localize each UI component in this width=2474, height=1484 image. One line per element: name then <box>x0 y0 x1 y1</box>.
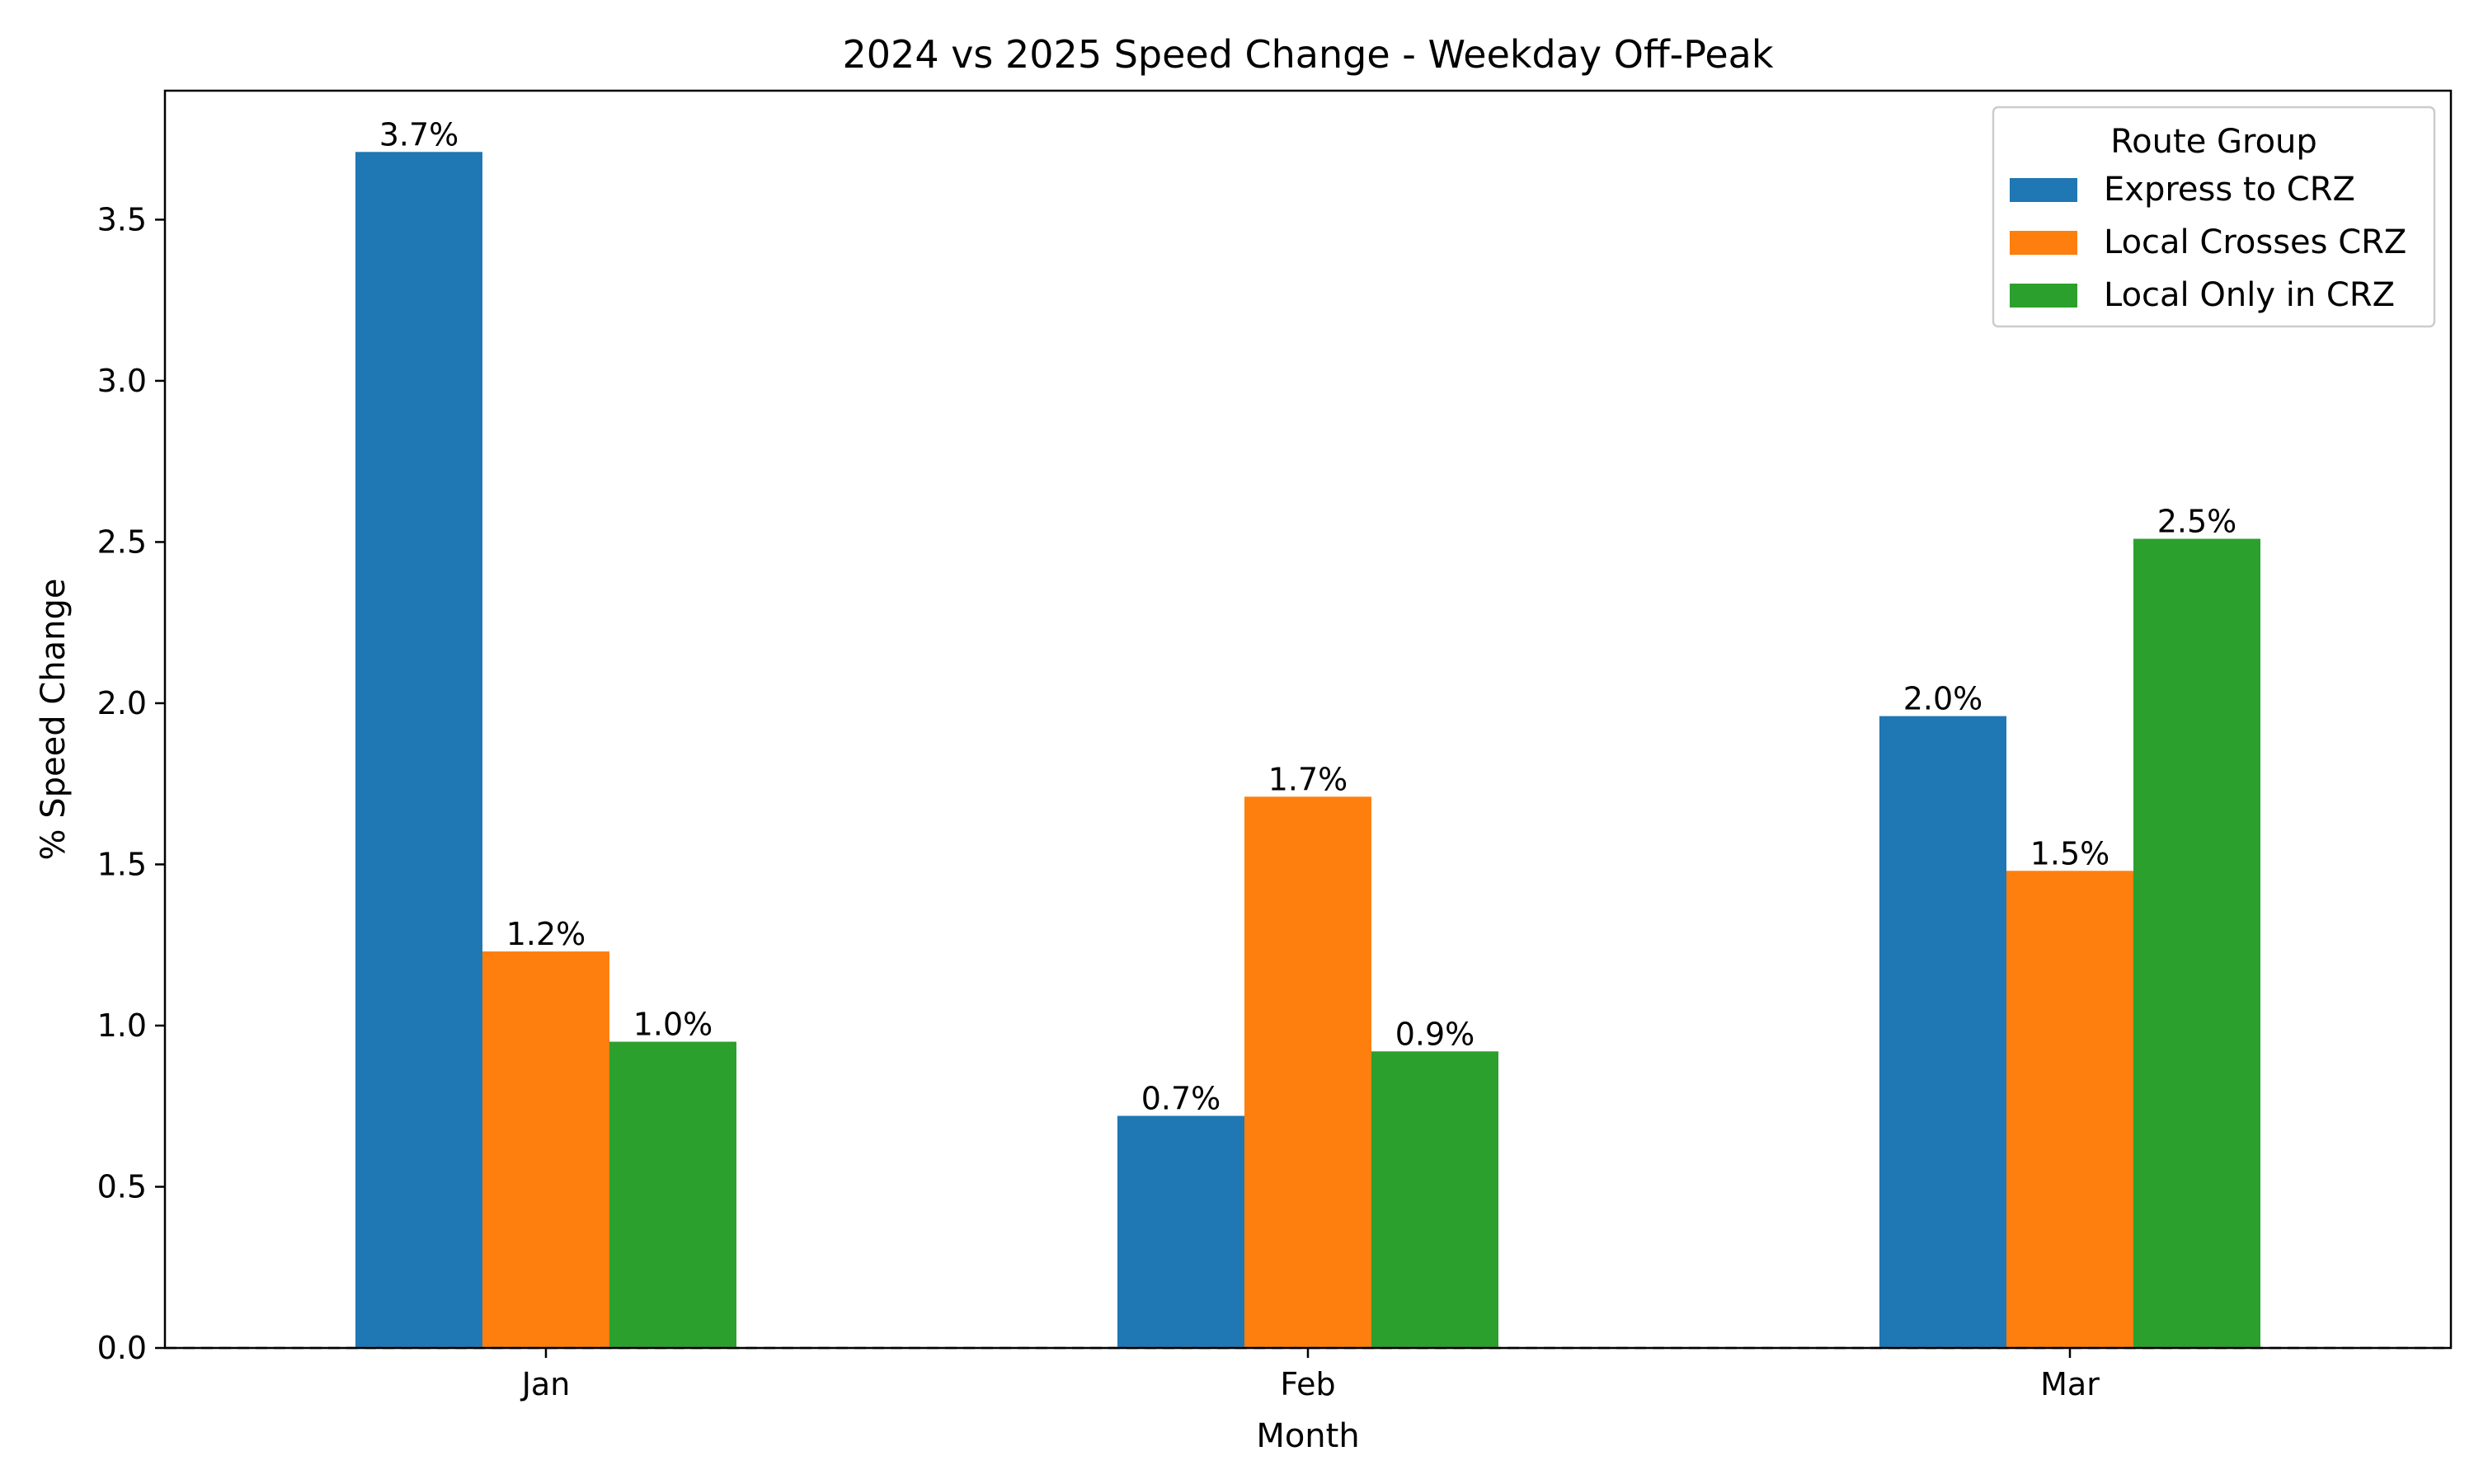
y-tick-label: 2.0 <box>97 685 147 721</box>
bar-value-label: 0.7% <box>1141 1080 1221 1116</box>
x-tick-label-mar: Mar <box>2040 1366 2100 1402</box>
x-tick-label-jan: Jan <box>520 1366 571 1402</box>
y-tick-label: 1.5 <box>97 846 147 882</box>
y-tick-label: 2.5 <box>97 524 147 560</box>
bar-value-label: 2.5% <box>2157 504 2237 540</box>
legend-box <box>1992 106 2436 328</box>
legend-label: Local Only in CRZ <box>2104 276 2395 314</box>
x-axis-label: Month <box>1256 1417 1359 1455</box>
bar-feb-series-3 <box>1371 1051 1498 1348</box>
bar-jan-series-1 <box>355 152 482 1348</box>
x-tick-label-feb: Feb <box>1280 1366 1335 1402</box>
bar-value-label: 3.7% <box>379 116 459 153</box>
legend: Route Group Express to CRZ Local Crosses C… <box>1992 106 2436 328</box>
y-axis-label: % Speed Change <box>35 579 73 861</box>
bars-layer: 3.7% 1.2% 1.0% 0.7% 1.7% 0.9% 2.0% 1.5% 2.5% <box>355 116 2260 1348</box>
legend-label: Express to CRZ <box>2104 171 2355 209</box>
bar-feb-series-1 <box>1117 1115 1244 1348</box>
plot-frame <box>163 89 2453 1350</box>
legend-label: Local Crosses CRZ <box>2104 223 2406 261</box>
bar-mar-series-1 <box>1879 716 2006 1348</box>
bar-value-label: 1.5% <box>2030 835 2110 871</box>
y-tick-label: 3.0 <box>97 363 147 399</box>
bar-jan-series-3 <box>609 1041 736 1348</box>
bar-value-label: 1.2% <box>506 916 586 952</box>
legend-swatch <box>2010 284 2077 308</box>
y-tick-label: 3.5 <box>97 201 147 237</box>
bar-value-label: 2.0% <box>1903 681 1983 717</box>
bar-mar-series-3 <box>2133 538 2260 1348</box>
ticks-layer: 0.0 0.5 1.0 1.5 2.0 2.5 3.0 3.5 Jan Feb Mar <box>97 201 2100 1402</box>
bar-jan-series-2 <box>482 951 609 1348</box>
y-tick-label: 1.0 <box>97 1007 147 1044</box>
legend-swatch <box>2010 231 2077 255</box>
bar-mar-series-2 <box>2006 871 2133 1348</box>
bar-value-label: 1.7% <box>1268 761 1348 797</box>
bar-value-label: 1.0% <box>633 1007 713 1043</box>
chart-title: 2024 vs 2025 Speed Change - Weekday Off-… <box>843 32 1774 77</box>
bar-feb-series-2 <box>1244 796 1371 1348</box>
y-tick-label: 0.5 <box>97 1168 147 1205</box>
y-tick-label: 0.0 <box>97 1330 147 1366</box>
bar-value-label: 0.9% <box>1395 1016 1475 1052</box>
legend-title: Route Group <box>2110 123 2317 161</box>
legend-swatch <box>2010 178 2077 202</box>
